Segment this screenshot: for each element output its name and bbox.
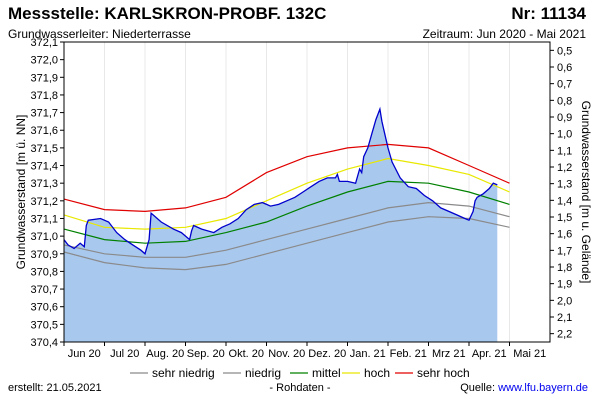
- y-tick-left-label: 370,6: [30, 302, 58, 314]
- x-tick-label: Dez. 20: [308, 348, 346, 360]
- x-tick-label: Jun 20: [68, 348, 101, 360]
- y-tick-left-label: 370,9: [30, 249, 58, 261]
- y-tick-right-label: 0,5: [557, 45, 572, 57]
- legend-label-sehr-hoch: sehr hoch: [417, 366, 470, 380]
- x-tick-label: Okt. 20: [229, 348, 264, 360]
- y-tick-right-label: 0,6: [557, 62, 572, 74]
- x-axis: Jun 20 Jul 20 Aug. 20 Sep. 20 Okt. 20 Nov. 20…: [63, 342, 546, 360]
- y-tick-left-label: 371,5: [30, 143, 58, 155]
- created-date: erstellt: 21.05.2021: [8, 382, 102, 394]
- data-line: [63, 106, 498, 255]
- y-tick-right-label: 0,9: [557, 112, 572, 124]
- x-tick-label: Mrz 21: [432, 348, 466, 360]
- y-tick-left-label: 371,0: [30, 231, 58, 243]
- y-tick-right-label: 1,2: [557, 162, 572, 174]
- x-tick-label: Feb. 21: [390, 348, 427, 360]
- x-tick-label: Aug. 20: [146, 348, 184, 360]
- y-tick-left-label: 371,4: [30, 161, 58, 173]
- source-label: Quelle: www.lfu.bayern.de: [460, 382, 588, 394]
- y-tick-right-label: 0,7: [557, 79, 572, 91]
- data-area-layer: [64, 109, 498, 342]
- y-tick-left-label: 371,1: [30, 213, 58, 225]
- x-tick-label: Apr. 21: [472, 348, 507, 360]
- y-tick-right-label: 1,8: [557, 262, 572, 274]
- x-tick-label: Jul 20: [110, 348, 139, 360]
- y-tick-left-label: 371,8: [30, 90, 58, 102]
- y-tick-left-label: 370,5: [30, 319, 58, 331]
- y-tick-left-label: 370,7: [30, 284, 58, 296]
- y-tick-right-label: 1,0: [557, 129, 572, 141]
- legend-label-mittel: mittel: [312, 366, 341, 380]
- y-tick-right-label: 1,7: [557, 245, 572, 257]
- x-tick-label: Sep. 20: [187, 348, 225, 360]
- station-number: Nr: 11134: [511, 4, 586, 23]
- y-tick-right-label: 1,3: [557, 179, 572, 191]
- y-tick-right-label: 2,2: [557, 329, 572, 341]
- data-area: [64, 109, 498, 342]
- series-line-sehr-niedrig: [63, 216, 510, 271]
- y-axis-left-label: Grundwasserstand [m ü. NN]: [14, 115, 28, 270]
- source-link[interactable]: www.lfu.bayern.de: [498, 382, 588, 394]
- y-tick-right-label: 1,1: [557, 145, 572, 157]
- x-tick-label: Nov. 20: [268, 348, 305, 360]
- y-tick-right-label: 1,4: [557, 195, 572, 207]
- y-axis-right-label: Grundwasserstand [m u. Gelände]: [579, 101, 593, 284]
- series-line-sehr-hoch: [63, 143, 510, 213]
- y-tick-right-label: 2,0: [557, 295, 572, 307]
- y-tick-left-label: 371,7: [30, 108, 58, 120]
- y-tick-right-label: 2,1: [557, 312, 572, 324]
- series-line-hoch: [63, 157, 510, 230]
- y-tick-right-label: 1,5: [557, 212, 572, 224]
- y-tick-left-label: 372,1: [30, 37, 58, 49]
- series-line-mittel: [63, 180, 510, 244]
- aquifer-label: Grundwasserleiter: Niederterrasse: [8, 27, 191, 41]
- page-title: Messstelle: KARLSKRON-PROBF. 132C: [8, 4, 327, 23]
- y-tick-left-label: 371,6: [30, 125, 58, 137]
- y-axis-left: 370,4 370,5 370,6 370,7 370,8 370,9 371,0 371,1…: [30, 37, 64, 349]
- y-tick-left-label: 371,2: [30, 196, 58, 208]
- legend: sehr niedrig niedrig mittel hoch sehr hoch: [130, 366, 470, 380]
- x-tick-label: Mai 21: [513, 348, 546, 360]
- y-tick-left-label: 372,0: [30, 55, 58, 67]
- source-prefix: Quelle:: [460, 382, 499, 394]
- y-tick-left-label: 371,9: [30, 72, 58, 84]
- raw-data-note: - Rohdaten -: [269, 382, 331, 394]
- y-tick-right-label: 0,8: [557, 95, 572, 107]
- legend-label-niedrig: niedrig: [245, 366, 281, 380]
- y-tick-left-label: 371,3: [30, 178, 58, 190]
- legend-label-sehr-niedrig: sehr niedrig: [152, 366, 215, 380]
- y-tick-right-label: 1,6: [557, 229, 572, 241]
- legend-label-hoch: hoch: [364, 366, 390, 380]
- x-tick-label: Jan. 21: [350, 348, 386, 360]
- y-tick-left-label: 370,8: [30, 266, 58, 278]
- y-tick-left-label: 370,4: [30, 337, 58, 349]
- y-tick-right-label: 1,9: [557, 279, 572, 291]
- y-axis-right: 0,5 0,6 0,7 0,8 0,9 1,0 1,1 1,2 1,3 1,4 1,5 1,6 1,7 1…: [550, 45, 572, 341]
- data-line-layer: [63, 106, 498, 255]
- period-label: Zeitraum: Jun 2020 - Mai 2021: [422, 27, 586, 41]
